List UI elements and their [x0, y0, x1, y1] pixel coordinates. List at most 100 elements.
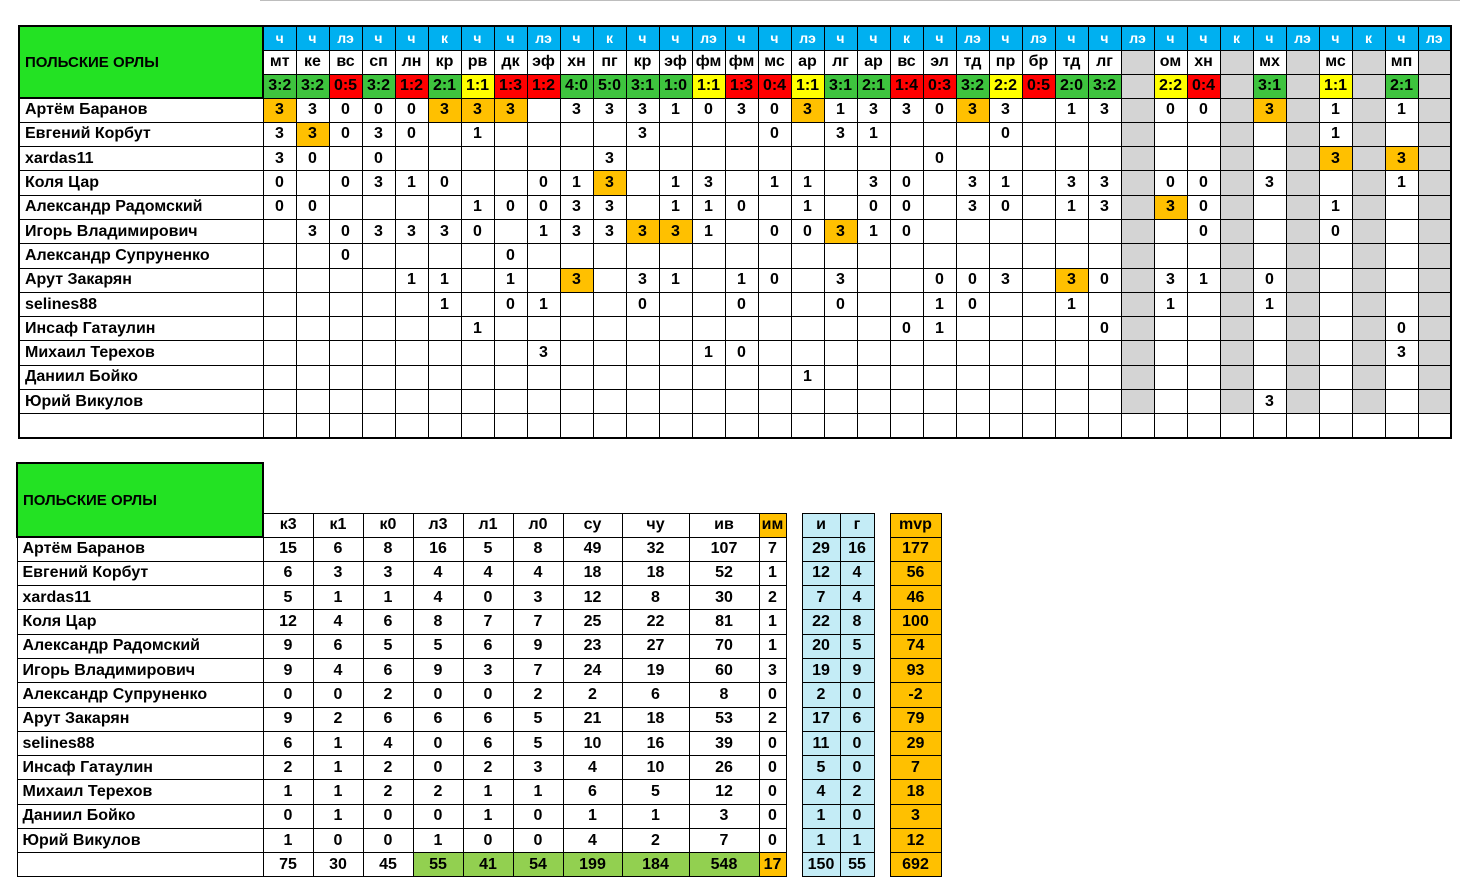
player-match-points — [1021, 170, 1056, 196]
player-match-points — [625, 146, 660, 172]
match-type-header: к — [1219, 25, 1254, 51]
player-match-points — [1153, 121, 1188, 148]
player-match-points — [1021, 364, 1056, 391]
player-match-points — [988, 316, 1023, 342]
player-match-points — [1351, 146, 1386, 172]
player-match-points: 3 — [625, 97, 660, 123]
player-match-points — [823, 389, 858, 415]
player-match-points — [625, 316, 660, 342]
player-match-points — [790, 267, 825, 293]
stat-value: 0 — [758, 803, 787, 830]
opponent-abbrev-header: кр — [427, 49, 462, 75]
player-match-points — [1384, 243, 1419, 269]
match-score-header: 0:3 — [922, 73, 957, 99]
player-match-points — [493, 170, 528, 196]
player-match-points: 1 — [559, 170, 594, 196]
stat-value: 6 — [412, 706, 464, 732]
column-gap — [786, 586, 802, 610]
match-type-header: ч — [856, 25, 891, 51]
player-match-points — [493, 316, 528, 342]
player-match-points — [790, 291, 825, 318]
opponent-abbrev-header: дк — [493, 49, 528, 75]
match-type-header: ч — [295, 25, 330, 51]
player-match-points — [262, 218, 297, 245]
player-match-points — [1285, 340, 1320, 366]
mvp-value: 100 — [889, 609, 942, 635]
stat-value: 1 — [758, 633, 787, 659]
opponent-abbrev-header: ар — [856, 49, 891, 75]
player-match-points — [625, 170, 660, 196]
stat-total: 199 — [562, 852, 623, 878]
match-score-header: 2:1 — [1384, 73, 1419, 99]
player-match-points — [328, 316, 363, 342]
player-match-points — [1087, 121, 1122, 148]
player-match-points: 3 — [262, 97, 297, 123]
player-match-points — [691, 389, 726, 415]
column-gap — [874, 586, 890, 610]
player-match-points — [1219, 218, 1254, 245]
player-match-points: 0 — [1087, 316, 1122, 342]
player-match-points — [790, 340, 825, 366]
player-match-points — [328, 389, 363, 415]
player-match-points: 3 — [1252, 170, 1287, 196]
player-match-points — [1120, 97, 1155, 123]
player-match-points — [625, 364, 660, 391]
player-match-points — [955, 121, 990, 148]
empty-cell — [427, 413, 462, 439]
opponent-abbrev-header: пг — [592, 49, 627, 75]
player-match-points — [1186, 121, 1221, 148]
player-match-points — [1054, 364, 1089, 391]
player-name: selines88 — [16, 730, 264, 757]
player-match-points — [1285, 194, 1320, 220]
games-value: 4 — [839, 560, 875, 587]
player-match-points: 3 — [658, 218, 693, 245]
player-match-points: 3 — [988, 267, 1023, 293]
stat-total: 45 — [362, 852, 414, 878]
player-match-points — [988, 364, 1023, 391]
player-match-points — [757, 291, 792, 318]
stat-value: 25 — [562, 609, 623, 635]
player-match-points: 3 — [295, 121, 330, 148]
empty-cell — [460, 413, 495, 439]
player-match-points — [361, 194, 396, 220]
stat-value: 21 — [562, 706, 623, 732]
player-match-points: 1 — [1153, 291, 1188, 318]
match-score-header: 1:3 — [724, 73, 759, 99]
player-match-points — [559, 340, 594, 366]
player-match-points — [988, 146, 1023, 172]
match-type-header: лэ — [1285, 25, 1320, 51]
player-match-points — [1285, 389, 1320, 415]
player-match-points — [328, 194, 363, 220]
player-match-points — [1021, 97, 1056, 123]
player-match-points — [1285, 243, 1320, 269]
stat-value: 2 — [621, 828, 690, 854]
player-name: Даниил Бойко — [18, 364, 264, 391]
match-score-header — [1219, 73, 1254, 99]
player-match-points: 0 — [328, 243, 363, 269]
match-type-header: к — [592, 25, 627, 51]
player-match-points: 1 — [691, 194, 726, 220]
stat-value: 70 — [688, 633, 760, 659]
player-match-points: 0 — [1186, 97, 1221, 123]
player-match-points — [823, 170, 858, 196]
player-match-points — [856, 364, 891, 391]
opponent-abbrev-header: ом — [1153, 49, 1188, 75]
player-match-points — [790, 121, 825, 148]
player-match-points — [988, 389, 1023, 415]
player-match-points — [1054, 121, 1089, 148]
stat-value: 18 — [621, 706, 690, 732]
player-match-points — [1351, 316, 1386, 342]
player-match-points — [625, 389, 660, 415]
player-match-points — [1252, 316, 1287, 342]
match-type-header: лэ — [328, 25, 363, 51]
stat-value: 22 — [621, 609, 690, 635]
stat-value: 0 — [312, 828, 364, 854]
match-score-header: 3:2 — [955, 73, 990, 99]
player-match-points — [823, 340, 858, 366]
player-match-points — [1186, 389, 1221, 415]
empty-cell — [1120, 413, 1155, 439]
match-score-header: 3:2 — [295, 73, 330, 99]
player-match-points: 3 — [394, 218, 429, 245]
stat-value: 5 — [462, 536, 514, 562]
player-match-points — [1417, 146, 1452, 172]
